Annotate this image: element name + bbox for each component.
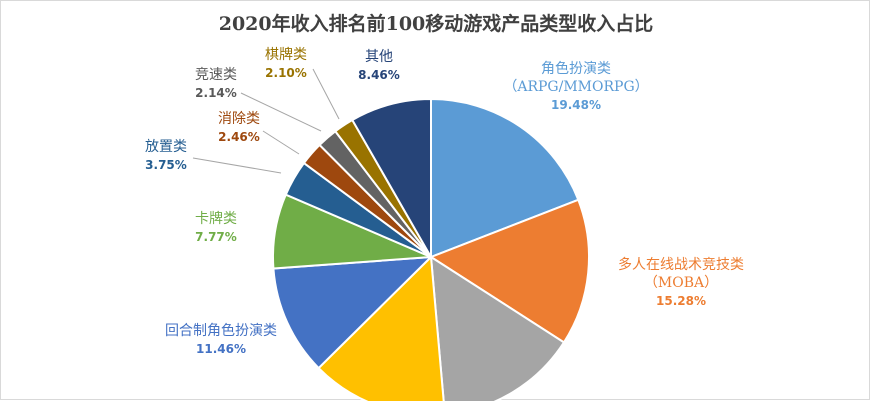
- pie-slices: [272, 97, 590, 401]
- slice-sublabel-arpg: （ARPG/MMORPG）: [503, 79, 648, 95]
- slice-label-card: 卡牌类: [195, 210, 237, 227]
- leader-line-chess: [312, 68, 340, 120]
- slice-value-turn_rpg: 11.46%: [196, 342, 246, 356]
- slice-value-racing: 2.14%: [195, 86, 237, 100]
- pie-slice-turn_rpg: [272, 255, 434, 370]
- leader-line-idle: [192, 157, 282, 174]
- slice-value-other: 8.46%: [358, 68, 400, 82]
- slice-label-other: 其他: [365, 49, 393, 65]
- slice-value-card: 7.77%: [195, 230, 237, 244]
- pie-slice-moba: [428, 198, 590, 344]
- slice-label-chess: 棋牌类: [265, 46, 307, 63]
- slice-value-moba: 15.28%: [656, 294, 706, 308]
- slice-label-turn_rpg: 回合制角色扮演类: [165, 322, 277, 339]
- slice-label-idle: 放置类: [145, 139, 187, 155]
- pie-slice-gray: [429, 255, 566, 401]
- slice-value-chess: 2.10%: [265, 66, 307, 80]
- pie-slice-other: [350, 97, 432, 261]
- slice-label-moba: 多人在线战术竞技类: [618, 256, 744, 273]
- slice-label-match: 消除类: [218, 111, 260, 127]
- slice-label-racing: 竞速类: [195, 66, 237, 83]
- chart-title: 2020年收入排名前100移动游戏产品类型收入占比: [218, 13, 654, 35]
- slice-value-match: 2.46%: [218, 130, 260, 144]
- pie-slice-yellow: [317, 254, 445, 401]
- leader-line-racing: [240, 92, 322, 132]
- pie-slice-arpg: [430, 97, 580, 259]
- slice-sublabel-moba: （MOBA）: [644, 275, 718, 291]
- slice-value-idle: 3.75%: [145, 158, 187, 172]
- leader-line-match: [262, 130, 300, 155]
- pie-labels: 角色扮演类 （ARPG/MMORPG） 19.48% 多人在线战术竞技类 （MOBA） 1…: [145, 46, 744, 356]
- slice-value-arpg: 19.48%: [551, 98, 601, 112]
- slice-label-arpg: 角色扮演类: [541, 60, 611, 77]
